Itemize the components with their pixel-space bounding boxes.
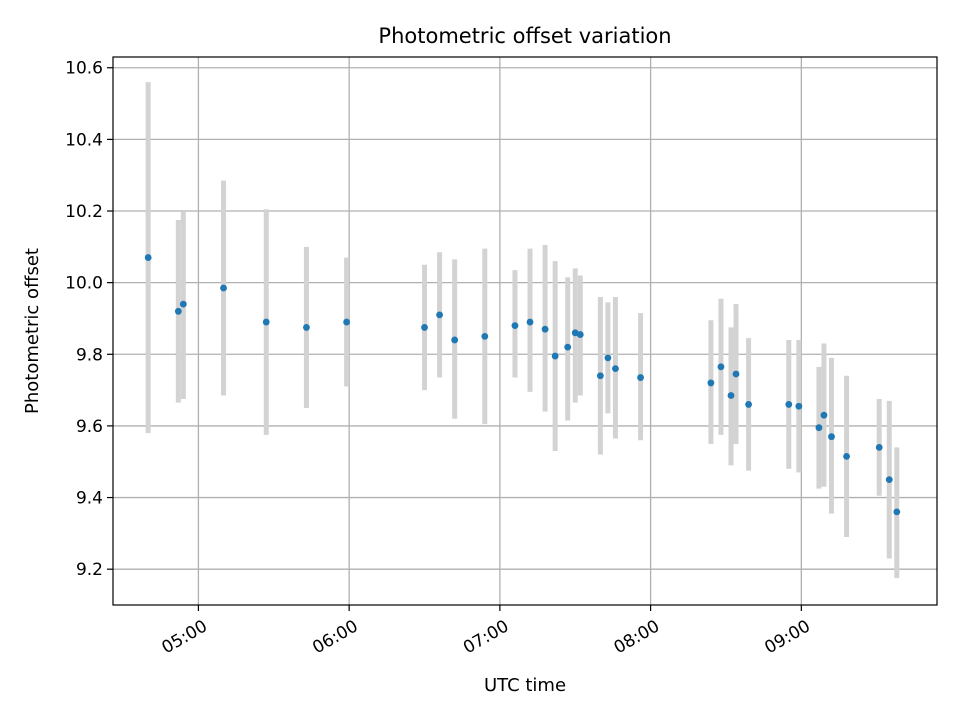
- data-point: [144, 254, 152, 261]
- y-tick-label: 9.6: [76, 417, 103, 437]
- x-tick-label: 07:00: [460, 616, 512, 658]
- y-tick-label: 9.8: [76, 345, 103, 365]
- data-point: [526, 318, 534, 326]
- data-point: [220, 284, 227, 292]
- data-point: [262, 318, 270, 326]
- data-points: [144, 254, 901, 516]
- data-point: [893, 508, 901, 516]
- data-point: [727, 392, 735, 399]
- y-tick-label: 10.6: [65, 59, 103, 79]
- data-point: [612, 365, 619, 373]
- error-bars: [145, 82, 900, 579]
- chart-title: Photometric offset variation: [378, 24, 671, 48]
- data-point: [174, 307, 182, 315]
- data-point: [481, 332, 489, 340]
- plot-frame: [112, 56, 938, 606]
- grid: [113, 57, 937, 605]
- y-tick-label: 10.4: [65, 130, 103, 150]
- y-axis-label: Photometric offset: [22, 248, 43, 414]
- data-point: [843, 452, 850, 460]
- data-point: [179, 300, 187, 308]
- data-point: [511, 322, 519, 330]
- data-point: [717, 363, 725, 371]
- data-point: [732, 370, 740, 378]
- data-point: [451, 336, 459, 344]
- data-point: [343, 318, 351, 326]
- y-tick-label: 9.4: [76, 489, 103, 509]
- data-point: [551, 352, 559, 360]
- data-point: [436, 311, 443, 319]
- data-point: [637, 374, 644, 381]
- data-point: [596, 372, 604, 380]
- y-tick-label: 10.0: [65, 274, 103, 294]
- data-point: [576, 331, 584, 338]
- y-axis-ticks: 9.2 9.4 9.6 9.8 10.0 10.2 10.4 10.6: [65, 59, 113, 580]
- x-axis-ticks: 05:00 06:00 07:00 08:00 09:00: [158, 605, 814, 658]
- data-point: [707, 379, 715, 387]
- data-point: [745, 401, 752, 408]
- data-point: [795, 402, 803, 410]
- data-point: [828, 433, 835, 441]
- data-point: [815, 424, 823, 432]
- data-point: [875, 444, 883, 451]
- y-tick-label: 10.2: [65, 202, 103, 222]
- data-point: [541, 325, 549, 333]
- data-point: [885, 476, 893, 484]
- data-point: [421, 324, 428, 331]
- y-tick-label: 9.2: [76, 560, 103, 580]
- x-axis-label: UTC time: [484, 675, 566, 696]
- data-point: [303, 324, 310, 331]
- data-point: [604, 354, 612, 362]
- data-point: [820, 411, 828, 419]
- x-tick-label: 05:00: [158, 616, 210, 658]
- x-tick-label: 06:00: [309, 616, 361, 658]
- x-tick-label: 09:00: [761, 616, 813, 658]
- x-tick-label: 08:00: [611, 616, 663, 658]
- data-point: [564, 343, 572, 351]
- data-point: [785, 401, 793, 408]
